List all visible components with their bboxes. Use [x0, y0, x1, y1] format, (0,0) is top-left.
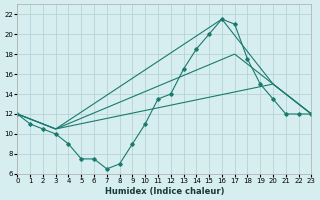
- X-axis label: Humidex (Indice chaleur): Humidex (Indice chaleur): [105, 187, 224, 196]
